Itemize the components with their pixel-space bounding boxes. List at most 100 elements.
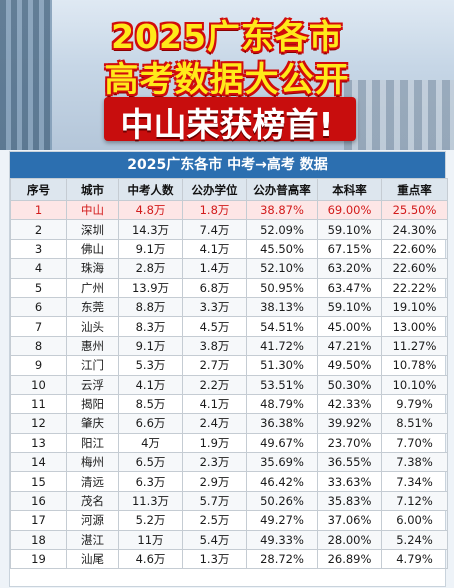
table-cell: 5.7万 xyxy=(182,490,247,512)
table-row: 11 揭阳 8.5万 4.1万 48.79% 42.33% 9.79% xyxy=(10,393,448,415)
table-cell: 52.10% xyxy=(246,258,318,279)
table-cell: 28.72% xyxy=(246,549,318,570)
table-cell: 8.5万 xyxy=(118,393,183,415)
table-row: 12 肇庆 6.6万 2.4万 36.38% 39.92% 8.51% xyxy=(10,413,448,434)
table-cell: 36.55% xyxy=(317,452,382,473)
table-cell: 6.00% xyxy=(381,510,448,531)
table-cell: 8.51% xyxy=(381,413,448,434)
city-stats-table: 序号 城市 中考人数 公办学位 公办普高率 本科率 重点率 1 中山 4.8万 1.8万 38.87… xyxy=(10,178,448,570)
table-row: 2 深圳 14.3万 7.4万 52.09% 59.10% 24.30% xyxy=(10,219,448,240)
table-cell: 45.50% xyxy=(246,238,318,260)
table-row: 14 梅州 6.5万 2.3万 35.69% 36.55% 7.38% xyxy=(10,452,448,473)
column-header: 本科率 xyxy=(317,178,382,201)
table-row: 6 东莞 8.8万 3.3万 38.13% 59.10% 19.10% xyxy=(10,296,448,318)
table-cell: 4万 xyxy=(118,432,183,454)
table-cell: 38.13% xyxy=(246,296,318,318)
table-cell: 15 xyxy=(10,471,67,492)
table-cell: 63.20% xyxy=(317,258,382,279)
table-cell: 54.51% xyxy=(246,316,318,337)
table-cell: 5 xyxy=(10,277,67,298)
table-cell: 7.34% xyxy=(381,471,448,492)
table-cell: 4.8万 xyxy=(118,199,183,221)
table-cell: 9.79% xyxy=(381,393,448,415)
table-cell: 7.70% xyxy=(381,432,448,454)
table-cell: 16 xyxy=(10,490,67,512)
table-cell: 6.8万 xyxy=(182,277,247,298)
table-cell: 2.7万 xyxy=(182,355,247,376)
table-cell: 17 xyxy=(10,510,67,531)
table-row: 9 江门 5.3万 2.7万 51.30% 49.50% 10.78% xyxy=(10,355,448,376)
table-cell: 7.38% xyxy=(381,452,448,473)
table-cell: 佛山 xyxy=(66,238,119,260)
table-cell: 12 xyxy=(10,413,67,434)
table-row: 8 惠州 9.1万 3.8万 41.72% 47.21% 11.27% xyxy=(10,335,448,357)
table-cell: 39.92% xyxy=(317,413,382,434)
table-cell: 4.79% xyxy=(381,549,448,570)
table-cell: 广州 xyxy=(66,277,119,298)
table-cell: 4.1万 xyxy=(182,393,247,415)
table-cell: 阳江 xyxy=(66,432,119,454)
table-cell: 22.22% xyxy=(381,277,448,298)
table-cell: 59.10% xyxy=(317,219,382,240)
table-cell: 13.9万 xyxy=(118,277,183,298)
table-cell: 1.9万 xyxy=(182,432,247,454)
table-cell: 35.69% xyxy=(246,452,318,473)
table-cell: 46.42% xyxy=(246,471,318,492)
table-cell: 19.10% xyxy=(381,296,448,318)
table-row: 18 湛江 11万 5.4万 49.33% 28.00% 5.24% xyxy=(10,529,448,551)
table-cell: 49.50% xyxy=(317,355,382,376)
table-cell: 28.00% xyxy=(317,529,382,551)
table-row: 16 茂名 11.3万 5.7万 50.26% 35.83% 7.12% xyxy=(10,490,448,512)
table-cell: 52.09% xyxy=(246,219,318,240)
table-cell: 1.3万 xyxy=(182,549,247,570)
table-cell: 69.00% xyxy=(317,199,382,221)
table-row: 4 珠海 2.8万 1.4万 52.10% 63.20% 22.60% xyxy=(10,258,448,279)
headline-line-3: 中山荣获榜首! xyxy=(120,105,334,144)
table-cell: 2 xyxy=(10,219,67,240)
table-cell: 11万 xyxy=(118,529,183,551)
table-cell: 13 xyxy=(10,432,67,454)
table-cell: 8.3万 xyxy=(118,316,183,337)
table-cell: 9 xyxy=(10,355,67,376)
table-cell: 2.9万 xyxy=(182,471,247,492)
table-cell: 47.21% xyxy=(317,335,382,357)
table-cell: 59.10% xyxy=(317,296,382,318)
table-cell: 9.1万 xyxy=(118,238,183,260)
table-cell: 49.67% xyxy=(246,432,318,454)
column-header: 城市 xyxy=(66,178,119,201)
table-cell: 汕头 xyxy=(66,316,119,337)
table-cell: 河源 xyxy=(66,510,119,531)
table-cell: 11 xyxy=(10,393,67,415)
table-row: 15 清远 6.3万 2.9万 46.42% 33.63% 7.34% xyxy=(10,471,448,492)
table-cell: 深圳 xyxy=(66,219,119,240)
table-cell: 38.87% xyxy=(246,199,318,221)
table-cell: 63.47% xyxy=(317,277,382,298)
table-cell: 10 xyxy=(10,374,67,395)
column-header: 重点率 xyxy=(381,178,448,201)
table-cell: 惠州 xyxy=(66,335,119,357)
table-cell: 19 xyxy=(10,549,67,570)
table-cell: 2.8万 xyxy=(118,258,183,279)
table-cell: 8.8万 xyxy=(118,296,183,318)
table-row-highlight: 1 中山 4.8万 1.8万 38.87% 69.00% 25.50% xyxy=(10,199,448,221)
table-cell: 1.4万 xyxy=(182,258,247,279)
table-cell: 茂名 xyxy=(66,490,119,512)
hero-banner: 2025广东各市 高考数据大公开 中山荣获榜首! xyxy=(0,0,454,150)
table-cell: 肇庆 xyxy=(66,413,119,434)
data-table-card: 2025广东各市 中考→高考 数据 序号 城市 中考人数 公办学位 公办普高率 本科率 重点… xyxy=(9,151,448,587)
table-row: 5 广州 13.9万 6.8万 50.95% 63.47% 22.22% xyxy=(10,277,448,298)
headline-line-1: 2025广东各市 xyxy=(111,17,343,56)
table-cell: 50.95% xyxy=(246,277,318,298)
table-cell: 11.3万 xyxy=(118,490,183,512)
table-header-row: 序号 城市 中考人数 公办学位 公办普高率 本科率 重点率 xyxy=(10,178,448,201)
table-cell: 35.83% xyxy=(317,490,382,512)
table-cell: 3 xyxy=(10,238,67,260)
table-cell: 8 xyxy=(10,335,67,357)
table-cell: 24.30% xyxy=(381,219,448,240)
table-row: 7 汕头 8.3万 4.5万 54.51% 45.00% 13.00% xyxy=(10,316,448,337)
table-row: 19 汕尾 4.6万 1.3万 28.72% 26.89% 4.79% xyxy=(10,549,448,570)
table-cell: 梅州 xyxy=(66,452,119,473)
table-row: 13 阳江 4万 1.9万 49.67% 23.70% 7.70% xyxy=(10,432,448,454)
table-cell: 53.51% xyxy=(246,374,318,395)
table-cell: 4.6万 xyxy=(118,549,183,570)
